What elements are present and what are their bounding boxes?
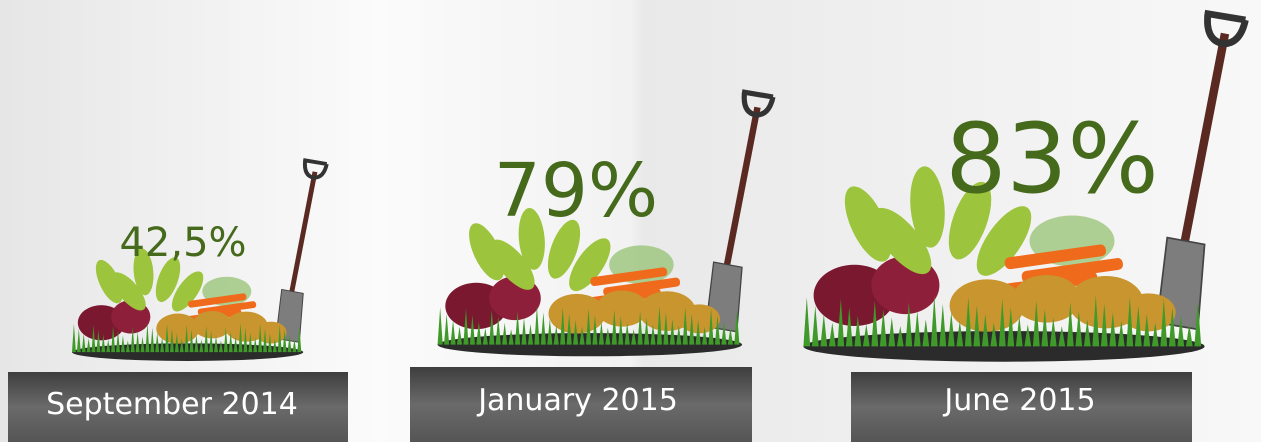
- date-label: January 2015: [476, 383, 678, 418]
- potato: [549, 294, 606, 334]
- potato: [156, 314, 199, 344]
- date-label: September 2014: [46, 387, 298, 422]
- percentage: 79%: [494, 148, 658, 234]
- date-label: June 2015: [942, 383, 1095, 418]
- percentage: 83%: [945, 103, 1158, 215]
- infographic: September 2014 January 2015 June 2015 42…: [0, 0, 1261, 442]
- potato: [950, 279, 1025, 331]
- percentage: 42,5%: [119, 220, 246, 266]
